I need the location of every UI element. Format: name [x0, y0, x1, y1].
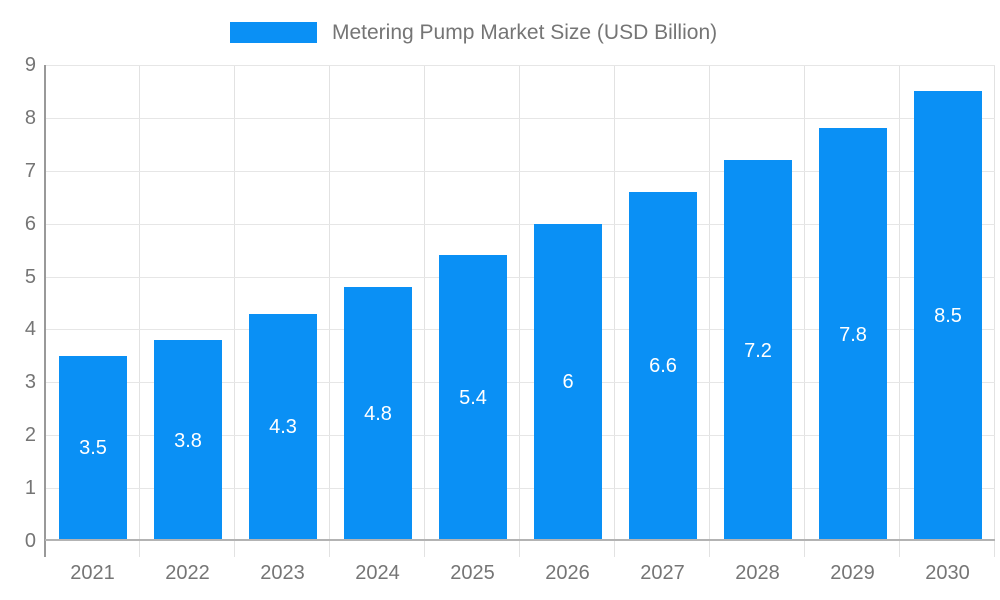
- y-axis-tick-label: 3: [24, 371, 36, 393]
- legend-swatch: [230, 22, 317, 43]
- v-gridline: [139, 65, 140, 557]
- h-gridline: [45, 118, 995, 119]
- v-gridline: [614, 65, 615, 557]
- bar-value-label: 4.8: [364, 403, 392, 425]
- legend-item[interactable]: Metering Pump Market Size (USD Billion): [230, 20, 718, 44]
- x-axis-tick-label: 2024: [355, 562, 400, 584]
- y-axis-tick-label: 4: [24, 318, 36, 340]
- h-gridline: [45, 329, 995, 330]
- x-axis-tick-label: 2022: [165, 562, 210, 584]
- h-gridline: [45, 382, 995, 383]
- y-axis-tick-label: 6: [24, 213, 36, 235]
- y-axis-tick-label: 8: [24, 107, 36, 129]
- h-gridline: [45, 171, 995, 172]
- x-axis-tick-label: 2023: [260, 562, 305, 584]
- bar-value-label: 3.8: [174, 430, 202, 452]
- bar-value-label: 5.4: [459, 387, 487, 409]
- bar[interactable]: [249, 314, 317, 541]
- h-gridline: [45, 65, 995, 66]
- y-axis-tick-label: 5: [24, 266, 36, 288]
- v-gridline: [329, 65, 330, 557]
- bar[interactable]: [344, 287, 412, 541]
- x-axis-tick-label: 2025: [450, 562, 495, 584]
- bar[interactable]: [154, 340, 222, 541]
- y-axis-tick-label: 1: [24, 477, 36, 499]
- v-gridline: [234, 65, 235, 557]
- x-axis-tick-label: 2027: [640, 562, 685, 584]
- bar-value-label: 8.5: [934, 305, 962, 327]
- v-gridline: [519, 65, 520, 557]
- bar-value-label: 6.6: [649, 355, 677, 377]
- y-axis-tick-label: 9: [24, 54, 36, 76]
- bar[interactable]: [819, 128, 887, 541]
- x-axis-line: [45, 539, 995, 541]
- bar-value-label: 7.8: [839, 324, 867, 346]
- bar[interactable]: [59, 356, 127, 541]
- x-axis-tick-label: 2026: [545, 562, 590, 584]
- v-gridline: [709, 65, 710, 557]
- y-axis-tick-label: 7: [24, 160, 36, 182]
- v-gridline: [424, 65, 425, 557]
- h-gridline: [45, 435, 995, 436]
- x-axis-tick-label: 2028: [735, 562, 780, 584]
- h-gridline: [45, 224, 995, 225]
- bar-value-label: 6: [562, 371, 574, 393]
- y-axis-tick-label: 2: [24, 424, 36, 446]
- h-gridline: [45, 488, 995, 489]
- x-axis-tick-label: 2029: [830, 562, 875, 584]
- v-gridline: [804, 65, 805, 557]
- bar[interactable]: [914, 91, 982, 541]
- bar-value-label: 7.2: [744, 340, 772, 362]
- legend-label: Metering Pump Market Size (USD Billion): [332, 20, 718, 44]
- v-gridline: [899, 65, 900, 557]
- v-gridline: [994, 65, 995, 557]
- x-axis-tick-label: 2021: [70, 562, 115, 584]
- bar[interactable]: [629, 192, 697, 541]
- bar[interactable]: [439, 255, 507, 541]
- y-axis-tick-label: 0: [24, 530, 36, 552]
- y-axis-line: [44, 65, 46, 557]
- bar[interactable]: [534, 224, 602, 541]
- h-gridline: [45, 277, 995, 278]
- bar[interactable]: [724, 160, 792, 541]
- x-axis-tick-label: 2030: [925, 562, 970, 584]
- bar-value-label: 3.5: [79, 437, 107, 459]
- bar-value-label: 4.3: [269, 416, 297, 438]
